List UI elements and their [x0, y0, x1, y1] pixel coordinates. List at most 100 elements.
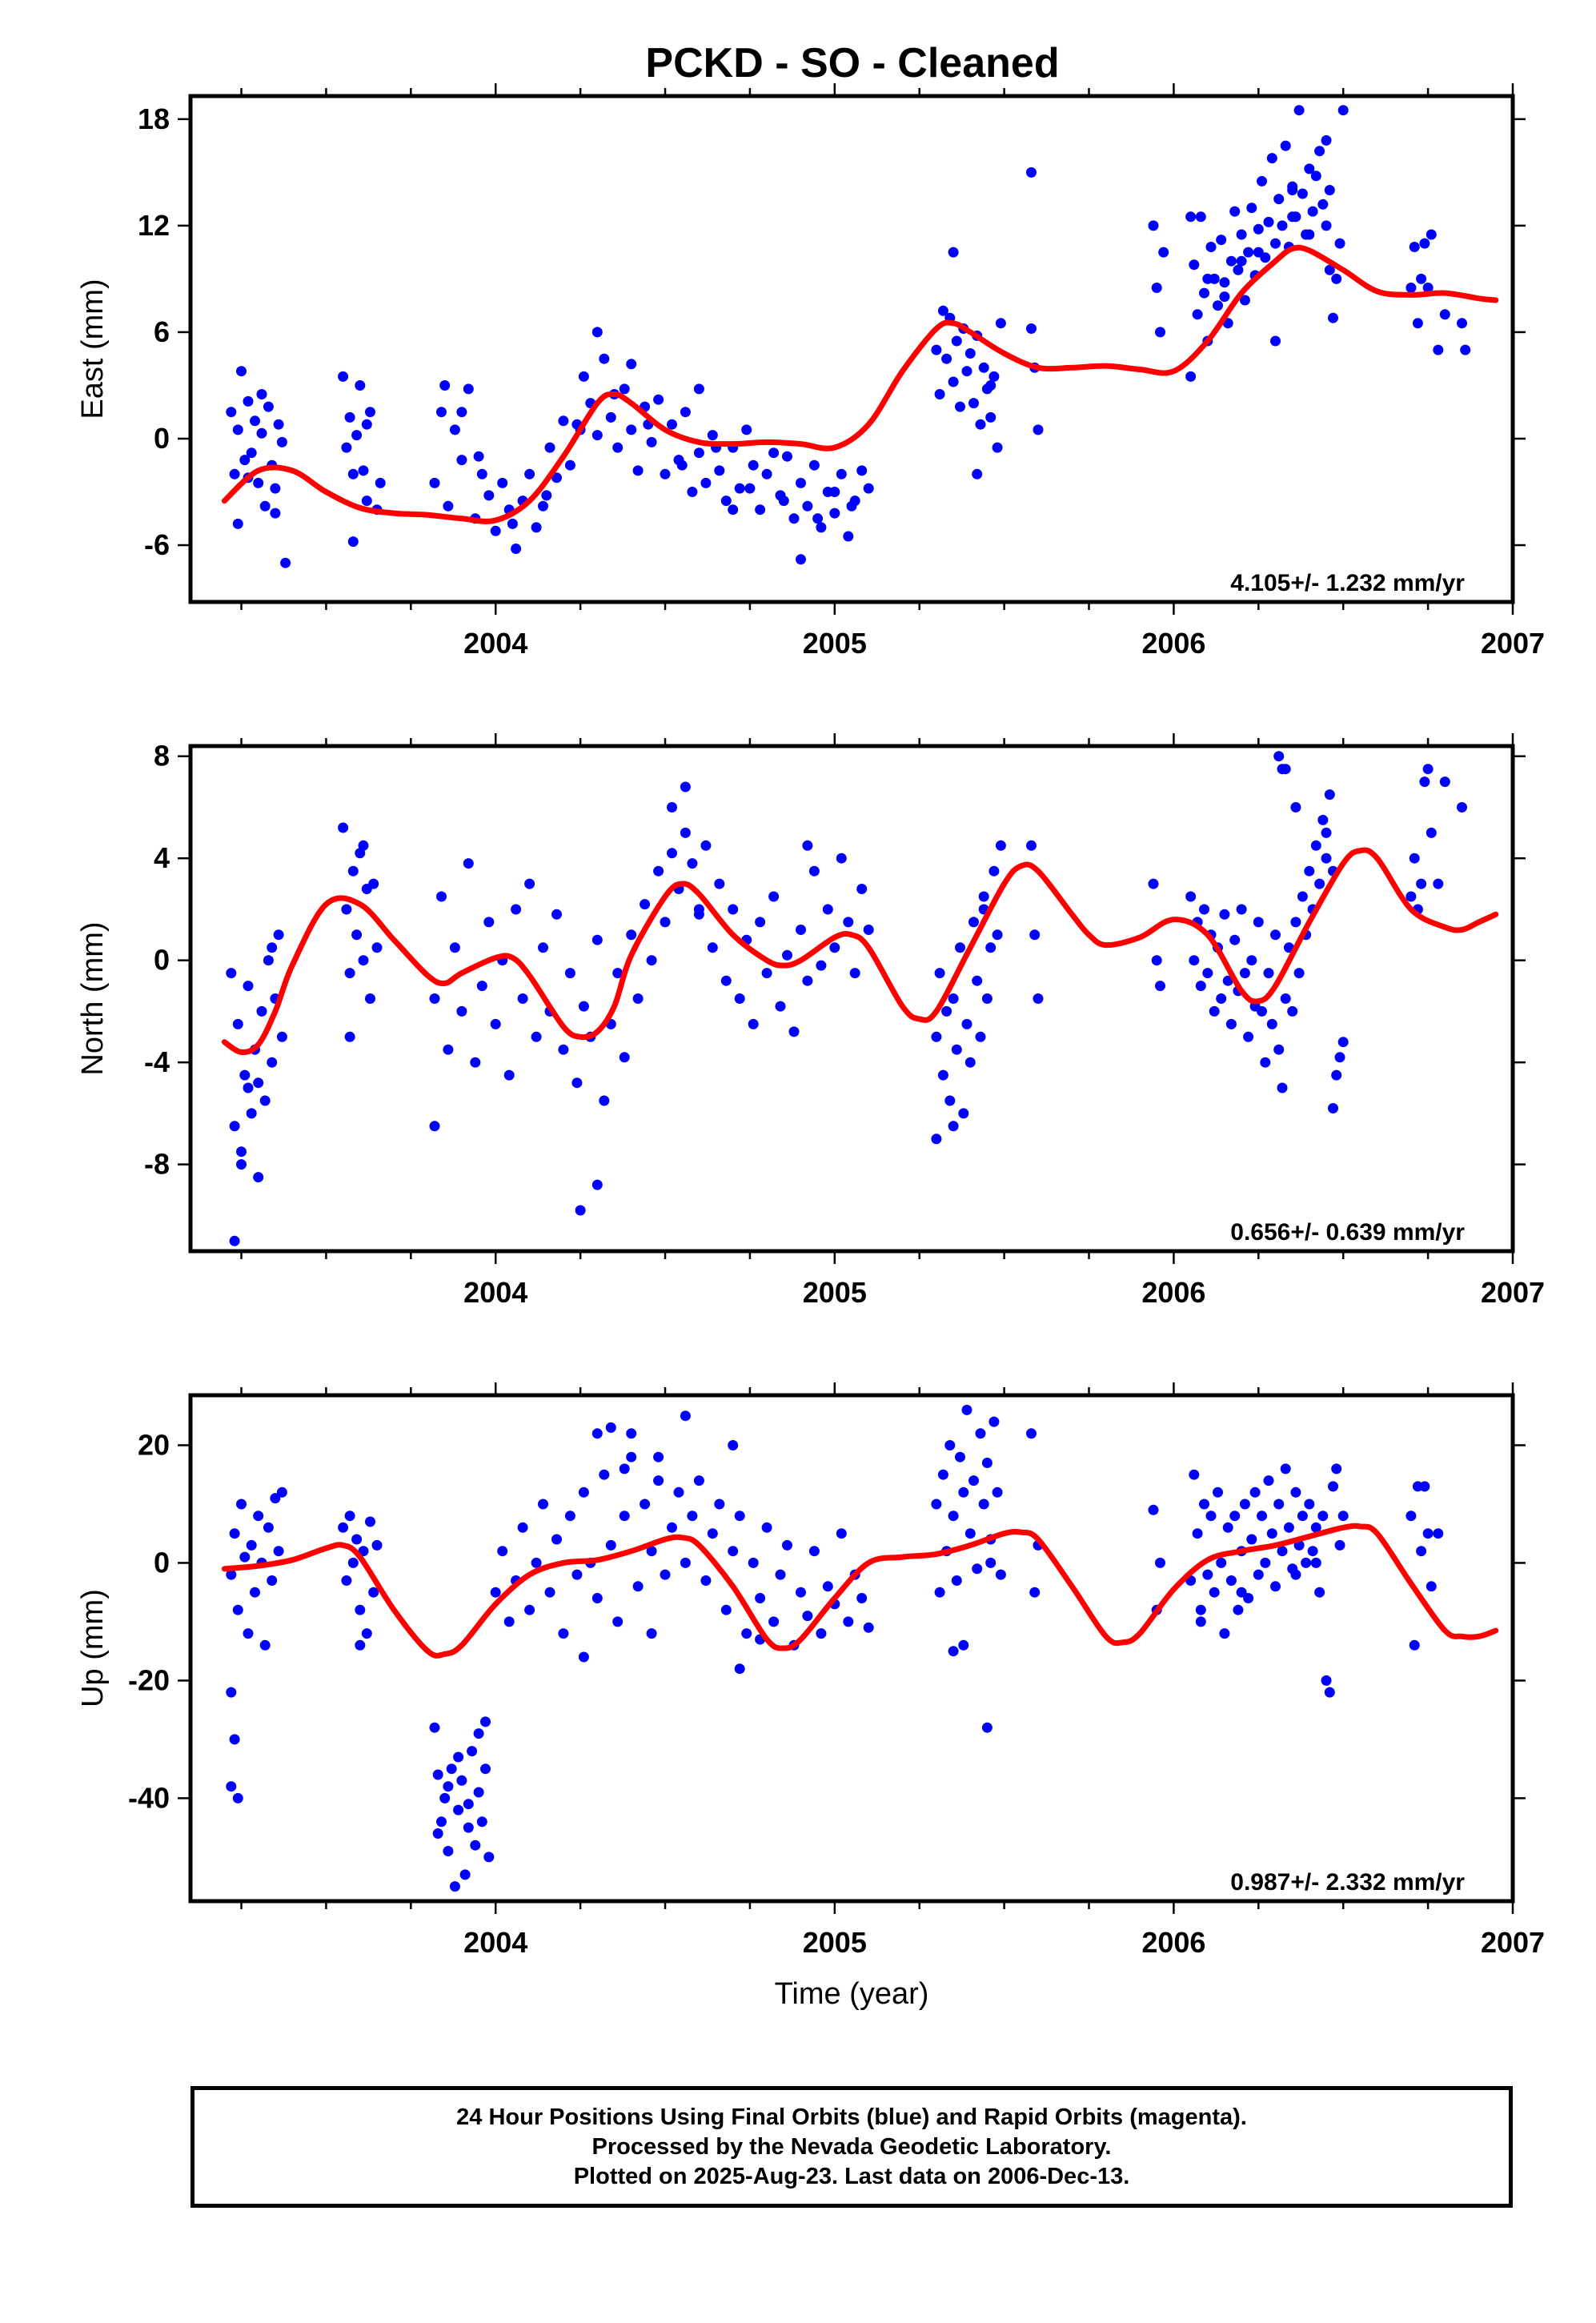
north-data-point: [470, 1057, 481, 1068]
east-data-point: [1328, 312, 1338, 323]
east-data-point: [226, 407, 237, 418]
north-data-point: [931, 1031, 942, 1042]
up-data-point: [1026, 1428, 1037, 1439]
east-data-point: [941, 353, 952, 364]
north-data-point: [1463, 0, 1474, 6]
east-data-point: [626, 424, 637, 435]
north-data-point: [955, 942, 965, 953]
up-data-point: [232, 1792, 243, 1803]
east-data-point: [483, 490, 495, 501]
up-data-point: [483, 1852, 495, 1863]
east-data-point: [796, 554, 806, 565]
up-data-point: [680, 1557, 691, 1568]
up-data-point: [1266, 1528, 1277, 1539]
up-data-point: [937, 1469, 948, 1480]
north-data-point: [1033, 993, 1044, 1004]
up-data-point: [626, 1451, 637, 1462]
east-data-point: [744, 483, 756, 494]
up-data-point: [1314, 1587, 1325, 1598]
north-data-point: [551, 909, 562, 920]
north-data-point: [1460, 0, 1470, 6]
east-frame: [188, 94, 1515, 604]
north-rate-label: 0.656+/- 0.639 mm/yr: [1230, 1219, 1465, 1246]
north-data-point: [700, 840, 712, 851]
east-data-point: [497, 477, 508, 488]
east-data-point: [1225, 255, 1237, 267]
up-data-point: [1297, 1511, 1308, 1522]
up-data-point: [1225, 1575, 1237, 1586]
east-data-point: [856, 465, 868, 476]
east-data-point: [1317, 199, 1329, 210]
east-data-point: [748, 459, 759, 471]
up-data-point: [748, 1557, 759, 1568]
up-data-point: [961, 1404, 972, 1415]
east-data-point: [1213, 300, 1223, 311]
up-data-point: [1334, 1539, 1345, 1551]
north-data-point: [1189, 955, 1200, 966]
north-data-point: [1321, 853, 1332, 864]
east-x-tick-label: 2007: [1481, 627, 1545, 660]
north-data-point: [707, 942, 718, 953]
east-data-point: [1321, 220, 1332, 231]
east-data-point: [253, 477, 264, 488]
up-data-point: [1422, 1528, 1434, 1539]
up-data-point: [524, 1604, 535, 1615]
up-data-point: [816, 1628, 827, 1639]
north-data-point: [358, 840, 369, 851]
north-data-point: [365, 993, 375, 1004]
up-data-point: [981, 1722, 992, 1733]
up-data-point: [605, 1539, 616, 1551]
up-data-point: [226, 1687, 237, 1698]
east-data-point: [361, 419, 372, 430]
east-data-point: [1270, 238, 1281, 249]
east-data-point: [1412, 318, 1423, 329]
north-data-point: [449, 942, 460, 953]
up-data-point: [1307, 1546, 1318, 1557]
up-data-point: [975, 1428, 986, 1439]
east-data-point: [250, 415, 260, 427]
up-data-point: [229, 1734, 240, 1745]
north-data-point: [1280, 764, 1291, 775]
east-data-point: [463, 383, 474, 395]
north-data-point: [256, 1005, 267, 1017]
up-data-point: [463, 1799, 474, 1810]
east-rate-label: 4.105+/- 1.232 mm/yr: [1230, 570, 1465, 596]
east-data-point: [1253, 223, 1264, 235]
north-data-point: [591, 1179, 603, 1190]
east-data-point: [612, 442, 624, 453]
north-data-point: [1324, 789, 1335, 800]
up-data-point: [232, 1604, 243, 1615]
east-data-point: [1151, 283, 1162, 293]
east-data-point: [436, 407, 447, 418]
up-data-point: [948, 1646, 959, 1657]
up-x-tick-label: 2007: [1481, 1926, 1545, 1959]
east-data-point: [591, 430, 603, 441]
east-data-point: [646, 436, 657, 447]
up-data-point: [490, 1587, 501, 1598]
north-data-point: [667, 802, 677, 812]
east-data-point: [843, 531, 854, 542]
up-data-point: [775, 1569, 786, 1580]
up-data-point: [476, 1816, 487, 1828]
up-x-tick-label: 2004: [463, 1926, 527, 1959]
east-data-point: [239, 455, 251, 466]
up-data-point: [432, 1828, 443, 1839]
north-data-point: [1334, 1052, 1345, 1063]
up-data-point: [720, 1604, 732, 1615]
east-data-point: [1253, 247, 1264, 258]
up-data-point: [270, 1493, 281, 1504]
north-data-point: [358, 955, 369, 966]
east-data-point: [605, 411, 616, 423]
up-data-point: [347, 1557, 359, 1568]
up-data-point: [246, 1539, 257, 1551]
north-data-point: [775, 1001, 786, 1012]
east-data-point: [511, 544, 522, 554]
east-data-point: [439, 380, 451, 391]
north-data-point: [934, 968, 945, 979]
up-data-point: [992, 1486, 1003, 1498]
east-data-point: [1314, 146, 1325, 157]
north-data-point: [1297, 891, 1308, 902]
north-data-point: [646, 955, 657, 966]
up-data-point: [267, 1575, 278, 1586]
